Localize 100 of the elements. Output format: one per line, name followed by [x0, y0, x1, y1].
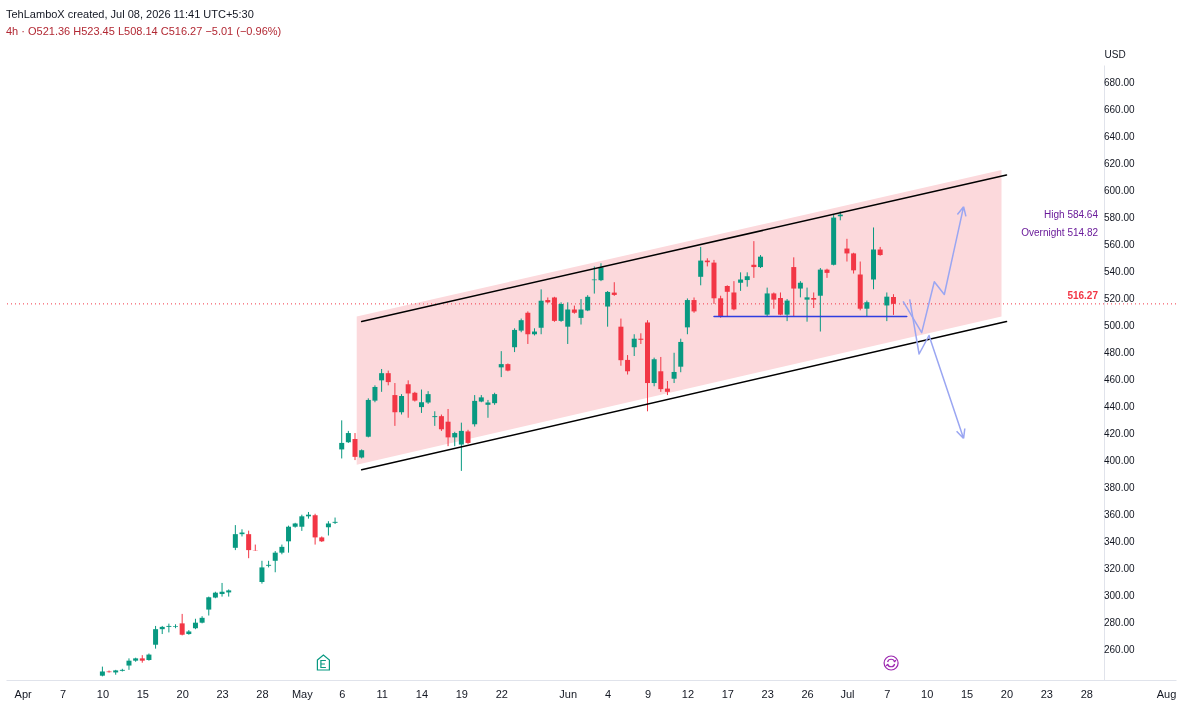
candlestick: [352, 432, 358, 461]
y-tick-label: 360.00: [1104, 509, 1136, 521]
candlestick: [339, 419, 345, 459]
y-tick-label: 500.00: [1104, 319, 1136, 331]
x-tick-label: 6: [339, 687, 346, 700]
x-tick-label: Apr: [14, 687, 33, 700]
y-tick-label: 660.00: [1104, 103, 1136, 115]
annotation: Overnight 514.82: [1021, 227, 1099, 238]
ref-line-label: 516.27: [1067, 289, 1099, 301]
candlestick: [399, 393, 405, 416]
x-tick-label: 10: [921, 687, 934, 700]
y-tick-label: 320.00: [1104, 563, 1136, 575]
x-tick-label: 12: [681, 687, 695, 700]
y-tick-label: 460.00: [1104, 373, 1136, 385]
candlestick: [784, 298, 790, 322]
x-tick-label: 7: [884, 687, 891, 700]
candlestick: [605, 290, 611, 328]
y-tick-label: 340.00: [1104, 536, 1136, 548]
candlestick: [512, 327, 518, 353]
y-tick-label: 300.00: [1104, 590, 1136, 602]
y-tick-label: 520.00: [1104, 292, 1136, 304]
x-tick-label: 20: [1000, 687, 1014, 700]
y-tick-label: 680.00: [1104, 76, 1136, 88]
x-tick-label: 28: [256, 687, 269, 700]
candlestick: [658, 356, 664, 393]
chart-title: TehLamboX created, Jul 08, 2026 11:41 UTC+5:30: [6, 8, 254, 20]
x-tick-label: 11: [376, 687, 388, 700]
candlestick: [578, 298, 584, 326]
candlestick: [272, 550, 278, 573]
chart-subtitle: 4h · O521.36 H523.45 L508.14 C516.27 −5.01 (−0.96%): [6, 25, 282, 37]
candlestick: [525, 310, 531, 345]
candlestick: [445, 408, 451, 447]
x-tick-label: May: [291, 687, 314, 700]
candlestick: [418, 389, 424, 414]
candlestick: [671, 352, 677, 384]
x-tick-label: 10: [96, 687, 110, 700]
y-axis-title: USD: [1104, 48, 1126, 60]
y-tick-label: 640.00: [1104, 130, 1136, 142]
candlestick: [884, 291, 890, 322]
candlestick: [764, 287, 770, 318]
x-tick-label: 17: [721, 687, 734, 700]
candlestick: [166, 623, 172, 633]
y-tick-label: 540.00: [1104, 265, 1136, 277]
candlestick: [625, 354, 631, 376]
candlestick: [126, 657, 132, 671]
candlestick: [738, 271, 744, 292]
candlestick: [472, 394, 478, 428]
candlestick: [824, 268, 830, 279]
x-tick-label: 14: [415, 687, 429, 700]
candlestick: [219, 582, 225, 598]
candlestick: [651, 357, 657, 387]
candlestick: [405, 379, 411, 419]
x-tick-label: 22: [495, 687, 508, 700]
y-tick-label: 480.00: [1104, 346, 1136, 358]
y-tick-label: 400.00: [1104, 455, 1136, 467]
y-tick-label: 440.00: [1104, 400, 1136, 412]
candlestick: [724, 284, 730, 318]
y-tick-label: 260.00: [1104, 644, 1136, 656]
x-tick-label: 7: [59, 687, 67, 700]
candlestick: [312, 513, 318, 546]
candlestick: [332, 517, 338, 525]
candlestick: [698, 246, 704, 286]
y-tick-label: 420.00: [1104, 428, 1136, 439]
x-tick-label: 23: [1040, 687, 1053, 700]
candlestick: [751, 240, 757, 279]
x-tick-label: Jun: [559, 687, 578, 700]
candlestick: [432, 410, 438, 427]
candlestick: [458, 422, 464, 472]
y-tick-label: 280.00: [1104, 617, 1136, 629]
x-tick-label: 28: [1080, 687, 1093, 700]
candlestick: [731, 280, 737, 311]
candlestick: [485, 399, 491, 419]
candlestick: [106, 670, 112, 674]
y-tick-label: 580.00: [1104, 211, 1136, 223]
candlestick: [259, 560, 265, 585]
x-tick-label: 23: [761, 687, 774, 700]
candlestick: [804, 287, 810, 323]
candlestick: [246, 530, 252, 559]
candlestick: [498, 350, 504, 378]
x-tick-label: 4: [605, 687, 612, 700]
x-tick-label: 23: [216, 687, 229, 700]
x-tick-label: 15: [136, 687, 149, 700]
x-tick-label: 26: [801, 687, 814, 700]
x-tick-label: 20: [176, 687, 189, 700]
annotation: High 584.64: [1044, 209, 1099, 220]
candlestick: [864, 300, 870, 318]
y-tick-label: 620.00: [1104, 157, 1136, 169]
candlestick: [153, 625, 159, 650]
candlestick: [286, 525, 292, 554]
candlestick: [631, 333, 637, 357]
x-tick-label: 19: [455, 687, 468, 700]
x-tick-label: 9: [644, 687, 652, 700]
y-tick-label: 600.00: [1104, 184, 1136, 196]
x-tick-label: 15: [960, 687, 974, 700]
y-tick-label: 560.00: [1104, 238, 1136, 250]
candlestick: [379, 368, 385, 393]
candlestick: [232, 524, 238, 551]
x-tick-label: Aug: [1156, 687, 1177, 700]
x-tick-label: Jul: [840, 687, 855, 700]
candlestick: [638, 332, 644, 345]
